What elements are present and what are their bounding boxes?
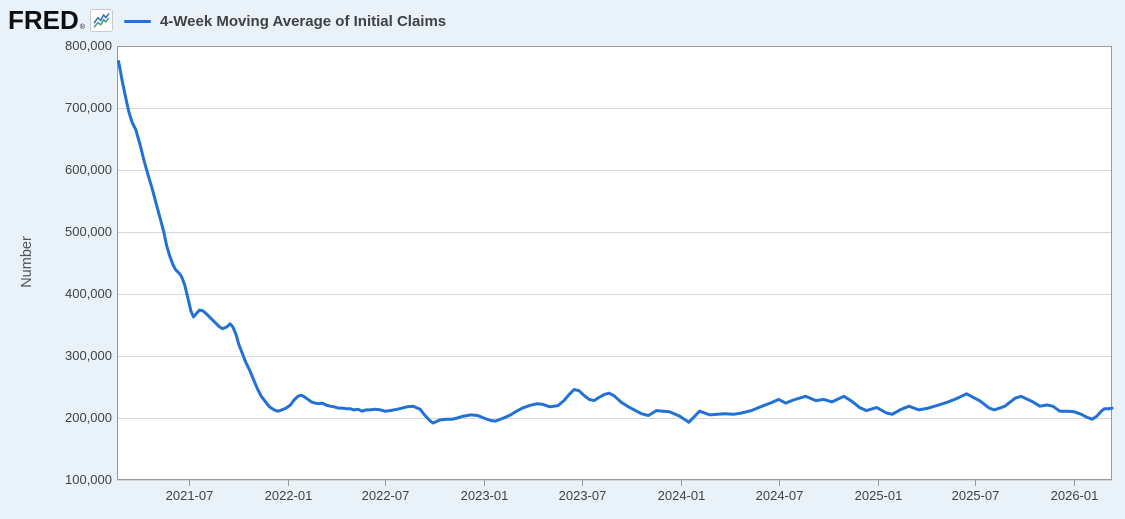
plot-border xyxy=(117,46,1112,480)
y-tick-label: 400,000 xyxy=(65,286,112,301)
fred-logo-text: FRED xyxy=(8,5,79,35)
plot-area[interactable] xyxy=(117,46,1112,480)
y-tick-label: 200,000 xyxy=(65,410,112,425)
plot-background xyxy=(117,46,1112,480)
y-tick-label: 600,000 xyxy=(65,162,112,177)
chart-header: FRED ® 4-Week Moving Average of Initial … xyxy=(8,5,446,35)
x-tick-label: 2022-07 xyxy=(361,488,410,503)
x-tick-label: 2022-01 xyxy=(264,488,313,503)
legend-series-label[interactable]: 4-Week Moving Average of Initial Claims xyxy=(159,12,447,30)
y-tick-label: 800,000 xyxy=(65,38,112,53)
legend: 4-Week Moving Average of Initial Claims xyxy=(123,12,447,30)
x-tick-label: 2023-01 xyxy=(460,488,509,503)
x-tick-label: 2021-07 xyxy=(165,488,214,503)
x-tick-label: 2023-07 xyxy=(558,488,607,503)
x-tick-label: 2026-01 xyxy=(1050,488,1099,503)
x-tick-label: 2024-07 xyxy=(755,488,804,503)
x-tick-label: 2025-07 xyxy=(951,488,1000,503)
x-tick-label: 2025-01 xyxy=(854,488,903,503)
x-tick-label: 2024-01 xyxy=(657,488,706,503)
y-tick-label: 500,000 xyxy=(65,224,112,239)
y-tick-label: 700,000 xyxy=(65,100,112,115)
y-tick-label: 300,000 xyxy=(65,348,112,363)
fred-sparkline-icon-svg xyxy=(93,13,110,28)
fred-logo[interactable]: FRED ® xyxy=(8,7,113,33)
registered-trademark: ® xyxy=(79,24,85,31)
legend-line-sample xyxy=(123,19,151,23)
y-tick-label: 100,000 xyxy=(65,472,112,487)
fred-sparkline-icon xyxy=(89,9,113,32)
series-line xyxy=(117,60,1114,425)
